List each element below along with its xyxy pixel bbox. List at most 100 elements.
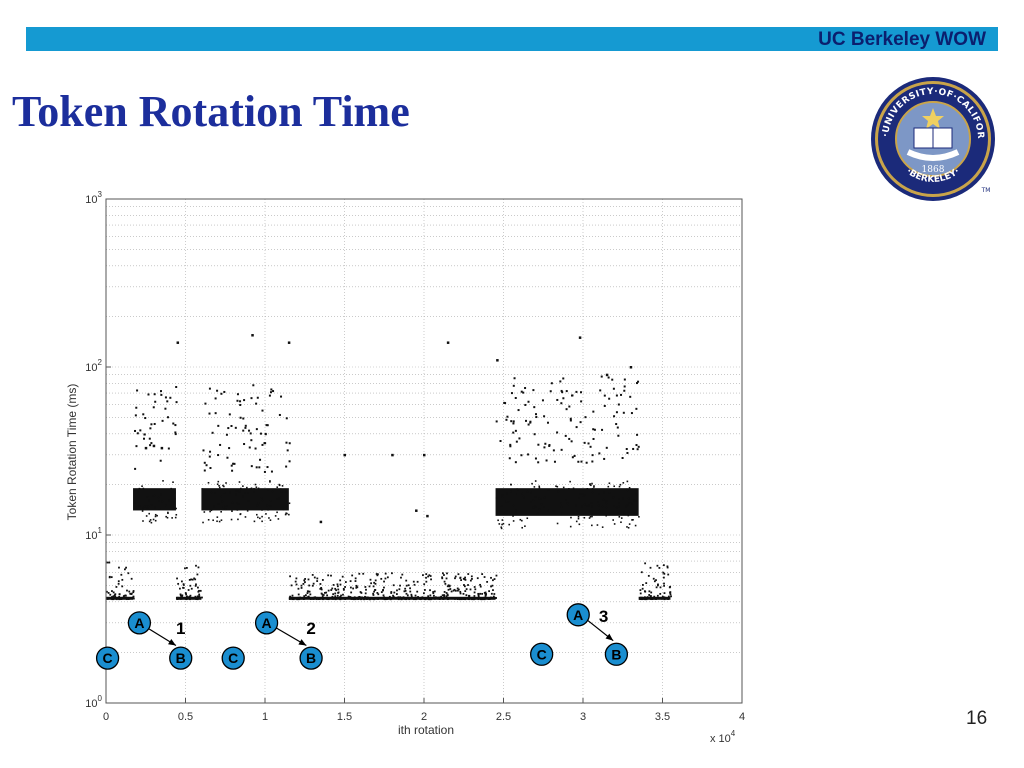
data-point: [380, 577, 383, 580]
data-point: [336, 594, 339, 597]
data-point: [659, 586, 662, 589]
data-point: [221, 500, 224, 503]
data-point: [349, 597, 352, 600]
data-point: [670, 595, 672, 598]
outlier-point: [578, 336, 582, 339]
data-point: [134, 414, 137, 417]
data-point: [179, 593, 182, 596]
annotation-marker: [530, 642, 554, 666]
data-point: [383, 596, 386, 599]
data-point: [121, 585, 124, 588]
data-point: [235, 490, 238, 492]
data-point: [139, 488, 142, 490]
data-point: [639, 598, 642, 601]
data-point: [658, 567, 661, 569]
data-point: [509, 443, 512, 446]
data-point: [565, 499, 567, 501]
data-point: [583, 441, 586, 444]
data-point: [143, 505, 146, 508]
data-point: [454, 575, 457, 578]
data-point: [433, 597, 436, 600]
data-point: [160, 393, 163, 396]
data-point: [514, 461, 517, 464]
data-point: [249, 488, 251, 490]
data-point: [485, 593, 487, 596]
data-point: [278, 484, 281, 487]
data-point: [331, 587, 334, 590]
data-point: [553, 460, 556, 463]
data-point: [244, 424, 247, 427]
data-point: [582, 495, 585, 497]
data-point: [608, 397, 611, 400]
data-point: [634, 524, 637, 527]
data-point: [117, 582, 120, 585]
data-point: [620, 517, 623, 519]
data-point: [427, 575, 429, 578]
plateau-band: [495, 488, 639, 516]
data-point: [653, 595, 656, 598]
data-point: [602, 498, 605, 501]
data-point: [603, 457, 606, 460]
data-point: [556, 522, 559, 525]
data-point: [210, 491, 213, 494]
data-point: [543, 506, 545, 508]
x-tick-label: 3: [580, 711, 586, 723]
annotation-marker: [299, 646, 323, 670]
data-point: [153, 494, 156, 497]
annotation-label: A: [262, 615, 272, 631]
annotation-marker: [127, 611, 152, 635]
data-point: [351, 574, 354, 577]
data-point: [484, 591, 487, 594]
data-point: [143, 437, 146, 440]
data-point: [158, 500, 160, 502]
data-point: [266, 504, 269, 507]
data-point: [354, 598, 357, 601]
data-point: [495, 420, 498, 423]
data-point: [315, 596, 318, 599]
data-point: [520, 454, 523, 457]
data-point: [175, 401, 178, 404]
data-point: [269, 499, 272, 502]
data-point: [469, 579, 472, 582]
data-point: [463, 584, 465, 586]
data-point: [380, 591, 383, 594]
data-point: [550, 382, 553, 385]
data-point: [600, 375, 603, 378]
data-point: [668, 586, 671, 589]
data-point: [202, 521, 204, 524]
page-number: 16: [966, 708, 988, 729]
data-point: [591, 460, 594, 463]
data-point: [279, 488, 282, 490]
data-point: [117, 580, 120, 583]
data-point: [106, 598, 109, 600]
data-point: [573, 454, 576, 457]
data-point: [368, 598, 371, 601]
data-point: [487, 598, 490, 600]
annotation-marker: [254, 611, 279, 635]
data-point: [613, 415, 616, 418]
data-point: [244, 516, 247, 518]
data-point: [569, 417, 572, 420]
data-point: [250, 439, 253, 442]
data-point: [242, 495, 244, 498]
data-point: [629, 395, 632, 398]
data-point: [374, 582, 377, 585]
data-point: [446, 572, 448, 575]
data-point: [502, 522, 505, 525]
data-point: [522, 391, 525, 394]
data-point: [125, 566, 127, 569]
data-point: [342, 597, 344, 600]
data-point: [263, 470, 266, 473]
data-point: [552, 510, 555, 512]
data-point: [152, 518, 155, 521]
data-point: [657, 583, 659, 586]
data-point: [193, 597, 196, 600]
data-point: [332, 597, 335, 600]
data-point: [239, 416, 242, 419]
data-point: [454, 589, 457, 592]
data-point: [112, 598, 115, 601]
data-point: [187, 589, 190, 591]
data-point: [114, 593, 117, 596]
data-point: [344, 598, 347, 601]
data-point: [527, 423, 530, 426]
